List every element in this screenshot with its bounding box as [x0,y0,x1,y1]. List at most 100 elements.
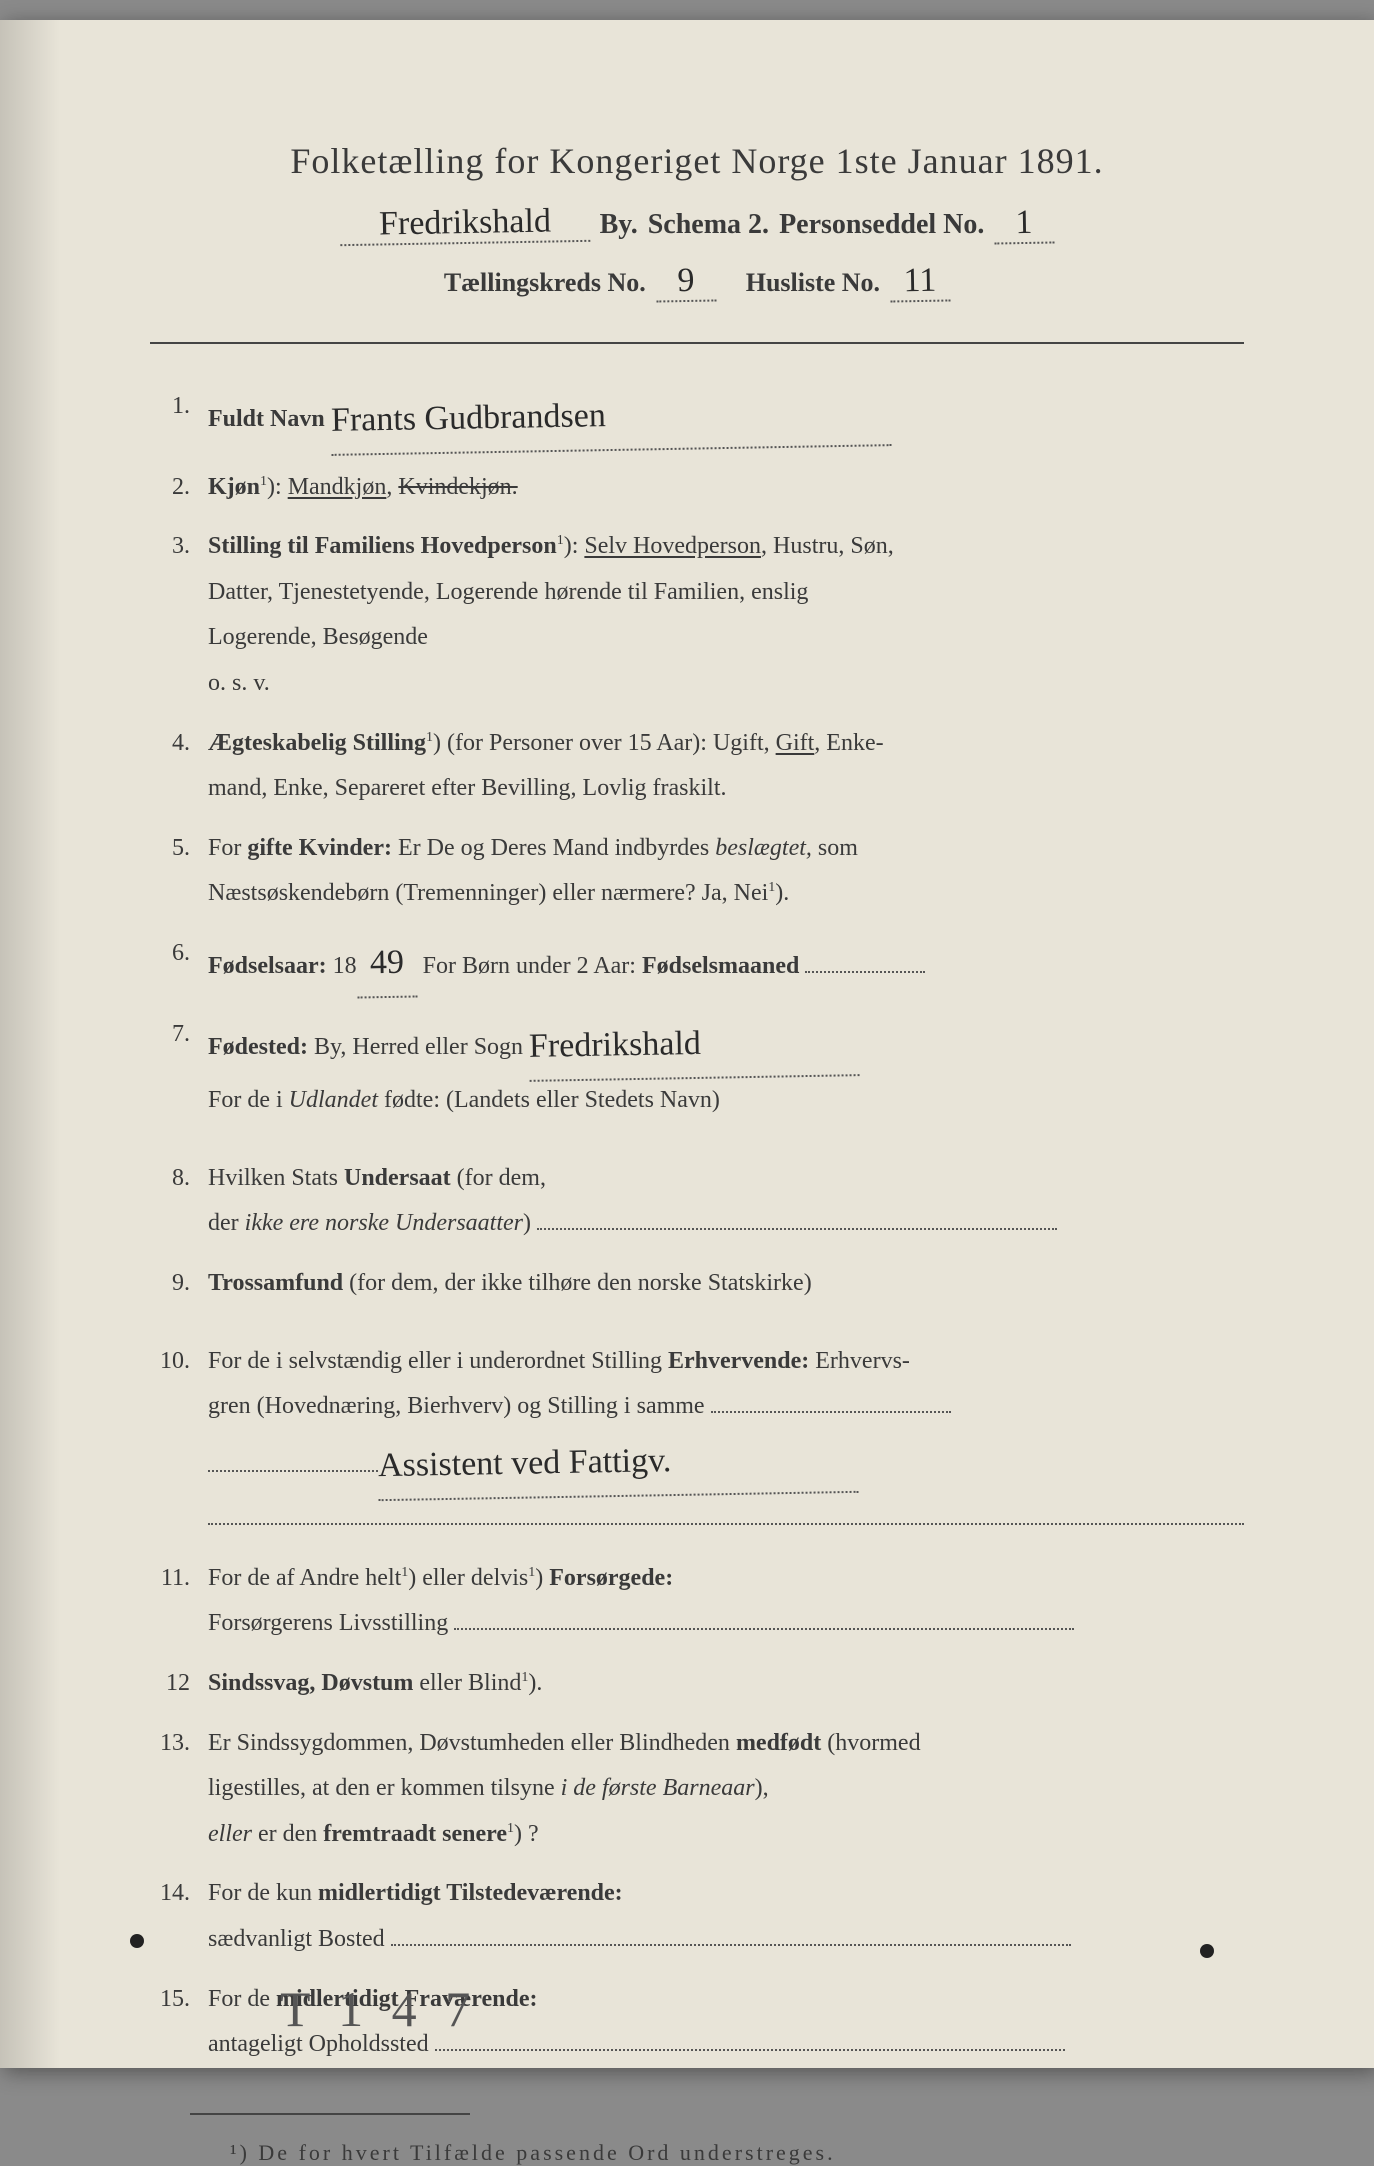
item-num-13: 13. [150,1721,208,1858]
i11-blank [454,1628,1074,1630]
i13-line3c: fremtraadt senere [323,1821,507,1847]
i3-rest: Hustru, Søn, [773,533,894,559]
kreds-no: 9 [655,261,716,302]
subtitle-line-2: Tællingskreds No. 9 Husliste No. 11 [150,262,1244,302]
i8-line2b: ikke ere norske Undersaatter [245,1210,523,1236]
i14-pre: For de kun [208,1880,312,1906]
item-8: 8. Hvilken Stats Undersaat (for dem, der… [150,1156,1244,1247]
i3-line3: Logerende, Besøgende [208,624,428,650]
i10-blank2 [208,1523,1244,1525]
divider-footnote [190,2113,470,2115]
husliste-label: Husliste No. [746,268,880,298]
i8-line2a: der [208,1210,239,1236]
i2-opt1: Mandkjøn [288,474,387,500]
i1-value: Frants Gudbrandsen [330,379,891,455]
i4-gift: Gift [776,730,815,756]
i10-pad [208,1470,378,1472]
i13-rest: (hvormed [827,1730,920,1756]
i12-rest: eller Blind [419,1670,521,1696]
item-6: 6. Fødselsaar: 1849 For Børn under 2 Aar… [150,931,1244,998]
i13-line3a: eller [208,1821,252,1847]
i4-paren: (for Personer over 15 Aar): [447,730,707,756]
i10-line2: gren (Hovednæring, Bierhverv) og Stillin… [208,1393,705,1419]
i6-prefix: 18 [333,953,357,979]
by-suffix: By. [600,209,638,241]
item-num-11: 11. [150,1556,208,1647]
i8-pre: Hvilken Stats [208,1165,338,1191]
item-3: 3. Stilling til Familiens Hovedperson1):… [150,524,1244,706]
i15-blank [435,2049,1065,2051]
footnote: ¹) De for hvert Tilfælde passende Ord un… [230,2140,1244,2166]
item-num-2: 2. [150,465,208,511]
i11-pre: For de af Andre helt [208,1565,401,1591]
i13-line2c: ), [755,1775,769,1801]
i6-text: For Børn under 2 Aar: [423,953,636,979]
i5-text: Er De og Deres Mand indbyrdes [398,835,709,861]
i11-mid: eller delvis [422,1565,528,1591]
item-7: 7. Fødested: By, Herred eller Sogn Fredr… [150,1012,1244,1124]
i6-blank [805,971,925,973]
i13-text: Er Sindssygdommen, Døvstumheden eller Bl… [208,1730,730,1756]
personseddel-no: 1 [994,203,1055,244]
i5-pre: For [208,835,241,861]
i10-blank1 [711,1411,951,1413]
item-num-9: 9. [150,1261,208,1307]
i9-label: Trossamfund [208,1270,343,1296]
header: Folketælling for Kongeriget Norge 1ste J… [150,140,1244,302]
i10-value: Assistent ved Fattigv. [377,1426,858,1501]
i4-opts: Ugift, [713,730,770,756]
item-2: 2. Kjøn1): Mandkjøn, Kvindekjøn. [150,465,1244,511]
i13-line2a: ligestilles, at den er kommen tilsyne [208,1775,555,1801]
item-num-12: 12 [150,1661,208,1707]
item-5: 5. For gifte Kvinder: Er De og Deres Man… [150,826,1244,917]
i3-osv: o. s. v. [208,670,270,696]
title: Folketælling for Kongeriget Norge 1ste J… [150,140,1244,182]
i3-line2: Datter, Tjenestetyende, Logerende hørend… [208,579,808,605]
i7-value: Fredrikshald [528,1009,859,1081]
i10-bold: Erhvervende: [668,1348,809,1374]
item-num-4: 4. [150,721,208,812]
husliste-no: 11 [890,261,951,302]
item-12: 12 Sindssvag, Døvstum eller Blind1). [150,1661,1244,1707]
i2-opt2: Kvindekjøn. [398,474,517,500]
item-9: 9. Trossamfund (for dem, der ikke tilhør… [150,1261,1244,1307]
i4-line2: mand, Enke, Separeret efter Bevilling, L… [208,775,727,801]
i1-label: Fuldt Navn [208,406,325,432]
i11-bold: Forsørgede: [549,1565,673,1591]
form-items: 1. Fuldt Navn Frants Gudbrandsen 2. Kjøn… [150,384,1244,2068]
i8-bold: Undersaat [344,1165,451,1191]
divider-top [150,342,1244,344]
kreds-label: Tællingskreds No. [444,268,646,298]
i8-text: (for dem, [457,1165,546,1191]
i5-bold: gifte Kvinder: [247,835,392,861]
i7-line2c: fødte: (Landets eller Stedets Navn) [384,1087,720,1113]
i10-rest: Erhvervs- [815,1348,910,1374]
bottom-scribble: T 1 4 7 [280,1980,478,2038]
i6-maaned: Fødselsmaaned [642,953,799,979]
i13-line2b: i de første Barneaar [561,1775,755,1801]
item-14: 14. For de kun midlertidigt Tilstedevære… [150,1871,1244,1962]
i4-label: Ægteskabelig Stilling [208,730,426,756]
i7-label: Fødested: [208,1034,308,1060]
item-4: 4. Ægteskabelig Stilling1) (for Personer… [150,721,1244,812]
i14-bold: midlertidigt Tilstedeværende: [318,1880,623,1906]
i3-opt1: Selv Hovedperson [584,533,761,559]
i8-line2c: ) [523,1210,531,1236]
i7-line2a: For de i [208,1087,283,1113]
personseddel-label: Personseddel No. [779,209,984,241]
i5-rest: som [818,835,858,861]
schema-label: Schema 2. [648,209,769,241]
i6-year: 49 [356,930,417,998]
subtitle-line-1: Fredrikshald By. Schema 2. Personseddel … [150,204,1244,244]
i15-pre: For de [208,1986,270,2012]
i11-line2: Forsørgerens Livsstilling [208,1610,448,1636]
i13-bold: medfødt [736,1730,821,1756]
i10-pre: For de i selvstændig eller i underordnet… [208,1348,662,1374]
i3-label: Stilling til Familiens Hovedperson [208,533,557,559]
item-num-15: 15. [150,1977,208,2068]
i7-text: By, Herred eller Sogn [314,1034,523,1060]
i2-label: Kjøn [208,474,260,500]
document-page: Folketælling for Kongeriget Norge 1ste J… [0,20,1374,2068]
item-num-14: 14. [150,1871,208,1962]
ink-spot-right [1200,1944,1214,1958]
